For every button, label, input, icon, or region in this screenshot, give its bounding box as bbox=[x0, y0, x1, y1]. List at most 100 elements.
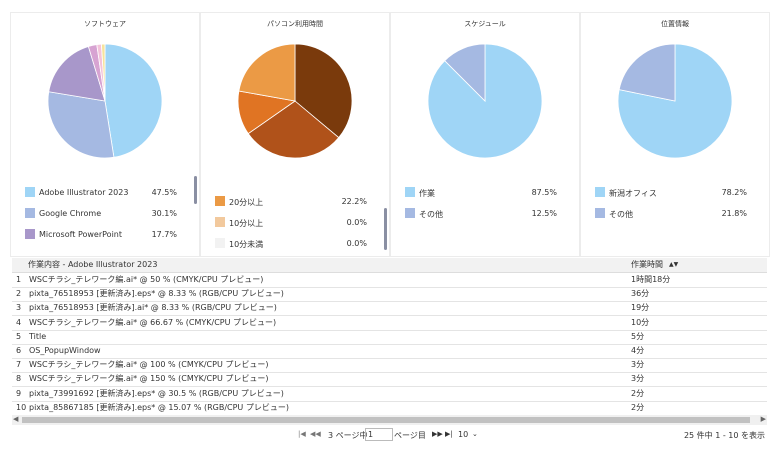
table-row[interactable]: 9 pixta_73991692 [更新済み].eps* @ 30.5 % (RG… bbox=[12, 387, 767, 402]
legend-label[interactable]: Microsoft PowerPoint bbox=[39, 230, 122, 239]
table-row[interactable]: 2 pixta_76518953 [更新済み].eps* @ 8.33 % (RG… bbox=[12, 287, 767, 303]
legend-label[interactable]: 新潟オフィス bbox=[609, 189, 657, 198]
legend-label[interactable]: 10分未満 bbox=[229, 240, 264, 249]
row-number: 1 bbox=[16, 275, 22, 284]
scroll-right[interactable]: ▶ bbox=[760, 415, 766, 423]
row-number: 10 bbox=[16, 402, 27, 412]
panel-title: パソコン利用時間 bbox=[267, 20, 323, 28]
row-time: 2分 bbox=[631, 402, 645, 412]
pie-slice[interactable] bbox=[48, 45, 106, 102]
chart-panel: スケジュール作業 87.5% その他 12.5% bbox=[390, 12, 580, 257]
header-time[interactable]: 作業時間 bbox=[631, 260, 663, 269]
legend-scrollbar[interactable] bbox=[194, 176, 197, 204]
table-row[interactable]: 1 WSCチラシ_テレワーク編.ai* @ 50 % (CMYK/CPU プレビュ… bbox=[12, 273, 767, 288]
pie bbox=[237, 43, 353, 159]
row-number: 7 bbox=[16, 360, 22, 370]
table-row[interactable]: 6 OS_PopupWindow 4分 bbox=[12, 344, 767, 359]
legend-label[interactable]: Adobe Illustrator 2023 bbox=[39, 188, 129, 197]
panel-title: スケジュール bbox=[464, 20, 506, 28]
legend-value: 30.1% bbox=[151, 209, 177, 218]
prev-page[interactable]: ◀◀ bbox=[310, 430, 321, 438]
chart-panel: 位置情報新潟オフィス 78.2% その他 21.8% bbox=[580, 12, 770, 257]
table-row[interactable]: 3 pixta_76518953 [更新済み].ai* @ 8.33 % (RGB… bbox=[12, 301, 767, 317]
row-number: 8 bbox=[16, 374, 22, 384]
legend-label[interactable]: Google Chrome bbox=[39, 209, 102, 218]
row-time: 4分 bbox=[631, 346, 645, 355]
panel-title: 位置情報 bbox=[661, 20, 689, 28]
legend-scrollbar[interactable] bbox=[384, 208, 387, 250]
row-content: Title bbox=[29, 331, 47, 341]
row-content: OS_PopupWindow bbox=[29, 346, 101, 355]
table-header: 作業内容 - Adobe Illustrator 2023 作業時間 ▲▼ bbox=[12, 258, 767, 273]
row-content: pixta_76518953 [更新済み].eps* @ 8.33 % (RGB… bbox=[29, 289, 284, 299]
chart-panel: ソフトウェア Adobe Illustrator 2023 47.5% Google … bbox=[10, 12, 200, 257]
table-row[interactable]: 4 WSCチラシ_テレワーク編.ai* @ 66.67 % (CMYK/CPU プ… bbox=[12, 316, 767, 331]
pages-text: 3 ページ中 bbox=[328, 431, 368, 440]
pager-summary: 25 件中 1 - 10 を表示 bbox=[683, 431, 765, 440]
last-page[interactable]: ▶| bbox=[445, 430, 453, 438]
scroll-left[interactable]: ◀ bbox=[13, 415, 19, 423]
pie-slice[interactable] bbox=[617, 43, 733, 159]
pie bbox=[617, 43, 733, 159]
row-content: WSCチラシ_テレワーク編.ai* @ 100 % (CMYK/CPU プレビュ… bbox=[29, 360, 269, 370]
row-time: 3分 bbox=[631, 374, 645, 384]
row-number: 3 bbox=[16, 303, 22, 313]
row-time: 3分 bbox=[631, 360, 645, 370]
per-page[interactable]: 10 bbox=[458, 430, 469, 439]
row-number: 9 bbox=[16, 388, 22, 398]
row-time: 19分 bbox=[631, 303, 650, 313]
page-input[interactable]: 1 bbox=[365, 428, 393, 441]
table-row[interactable]: 7 WSCチラシ_テレワーク編.ai* @ 100 % (CMYK/CPU プレビ… bbox=[12, 358, 767, 374]
h-scroll-thumb[interactable] bbox=[22, 417, 750, 423]
legend-value: 47.5% bbox=[151, 188, 177, 197]
legend-swatch bbox=[215, 196, 225, 206]
legend-value: 21.8% bbox=[721, 209, 747, 218]
pie-slice[interactable] bbox=[104, 43, 163, 158]
legend-label[interactable]: その他 bbox=[419, 210, 443, 219]
legend-label[interactable]: その他 bbox=[609, 210, 633, 219]
legend-value: 12.5% bbox=[531, 209, 557, 218]
legend-label[interactable]: 作業 bbox=[419, 189, 435, 198]
pie-slice[interactable] bbox=[238, 43, 296, 102]
legend-label[interactable]: 20分以上 bbox=[229, 198, 264, 207]
table-row[interactable]: 5 Title 5分 bbox=[12, 330, 767, 345]
legend-value: 87.5% bbox=[531, 188, 557, 197]
row-time: 5分 bbox=[631, 331, 645, 341]
row-content: pixta_76518953 [更新済み].ai* @ 8.33 % (RGB/… bbox=[29, 303, 277, 313]
legend-value: 17.7% bbox=[151, 230, 177, 239]
pie bbox=[427, 43, 543, 159]
table-row[interactable]: 10 pixta_85867185 [更新済み].eps* @ 15.07 % (… bbox=[12, 401, 767, 416]
header-content[interactable]: 作業内容 - Adobe Illustrator 2023 bbox=[28, 260, 158, 269]
row-time: 10分 bbox=[631, 317, 650, 327]
pie-slice[interactable] bbox=[100, 43, 106, 102]
first-page[interactable]: |◀ bbox=[298, 430, 306, 438]
next-page[interactable]: ▶▶ bbox=[432, 430, 443, 438]
pie-slice[interactable] bbox=[294, 43, 353, 139]
legend-swatch bbox=[25, 187, 35, 197]
pie-slice[interactable] bbox=[47, 91, 115, 159]
h-scrollbar[interactable]: ◀ ▶ bbox=[12, 415, 767, 425]
row-number: 5 bbox=[16, 331, 22, 341]
legend-swatch bbox=[595, 187, 605, 197]
table-row[interactable]: 8 WSCチラシ_テレワーク編.ai* @ 150 % (CMYK/CPU プレビ… bbox=[12, 372, 767, 388]
legend-value: 78.2% bbox=[721, 188, 747, 197]
pie-slice[interactable] bbox=[427, 43, 543, 159]
legend-swatch bbox=[405, 187, 415, 197]
legend-swatch bbox=[595, 208, 605, 218]
pie bbox=[47, 43, 163, 159]
row-number: 4 bbox=[16, 317, 22, 327]
row-content: WSCチラシ_テレワーク編.ai* @ 50 % (CMYK/CPU プレビュー… bbox=[29, 275, 264, 284]
sort-icon[interactable]: ▲▼ bbox=[669, 261, 679, 268]
legend-label[interactable]: 10分以上 bbox=[229, 219, 264, 228]
per-page-arrow[interactable]: ⌄ bbox=[472, 430, 478, 438]
row-time: 1時間18分 bbox=[631, 275, 671, 284]
row-time: 2分 bbox=[631, 388, 645, 398]
pie-slice[interactable] bbox=[444, 43, 486, 102]
pie-slice[interactable] bbox=[618, 43, 676, 102]
row-number: 2 bbox=[16, 289, 22, 299]
pie-slice[interactable] bbox=[247, 100, 340, 159]
page-suffix: ページ目 bbox=[394, 431, 426, 440]
legend-swatch bbox=[215, 238, 225, 248]
row-content: WSCチラシ_テレワーク編.ai* @ 66.67 % (CMYK/CPU プレ… bbox=[29, 317, 277, 327]
